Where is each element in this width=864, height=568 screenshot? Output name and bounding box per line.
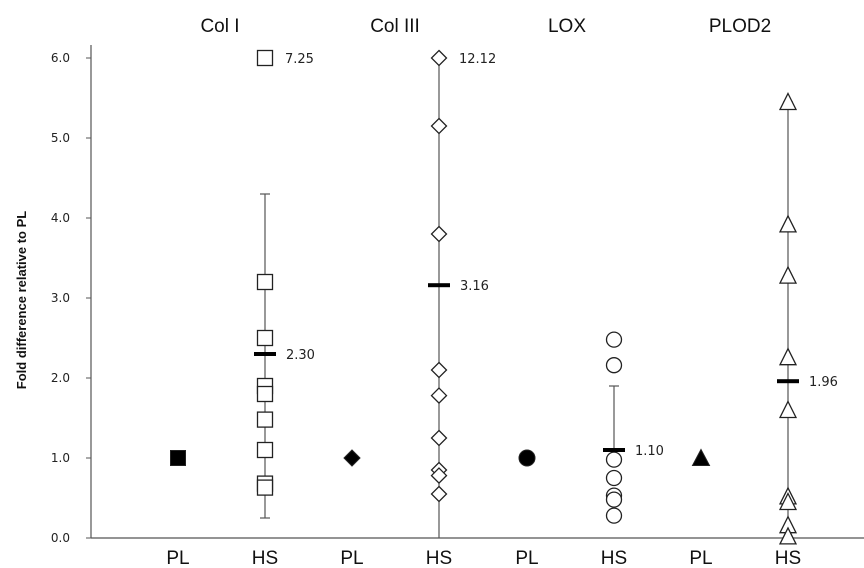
y-tick-label: 6.0 xyxy=(51,51,70,65)
hs-point xyxy=(430,387,448,405)
category-label: HS xyxy=(426,548,452,568)
y-tick-label: 1.0 xyxy=(51,451,70,465)
outlier-label: 7.25 xyxy=(285,52,314,67)
hs-point xyxy=(605,451,623,468)
hs-point xyxy=(256,441,274,459)
group-labels: Col I Col III LOX PLOD2 xyxy=(200,16,771,37)
hs-point xyxy=(430,225,448,243)
category-label: PL xyxy=(166,548,189,568)
pl-point xyxy=(343,449,361,467)
y-tick-label: 2.0 xyxy=(51,371,70,385)
mean-label: 1.10 xyxy=(635,444,664,459)
category-labels: PL HS PL HS PL HS PL HS xyxy=(166,548,801,568)
hs-point xyxy=(430,467,448,485)
hs-point xyxy=(256,329,274,347)
hs-point xyxy=(430,117,448,135)
hs-point xyxy=(430,361,448,379)
hs-point xyxy=(430,49,448,67)
y-ticks: 0.0 1.0 2.0 3.0 4.0 5.0 6.0 xyxy=(51,51,91,545)
plot-area: 2.30 7.25 3.16 12.12 1.10 1.96 xyxy=(170,49,838,545)
y-tick-label: 3.0 xyxy=(51,291,70,305)
mean-marker xyxy=(428,283,450,288)
outlier-label: 12.12 xyxy=(459,52,496,67)
mean-label: 1.96 xyxy=(809,375,838,390)
mean-marker xyxy=(603,448,625,452)
category-label: PL xyxy=(515,548,538,568)
hs-point xyxy=(778,400,798,419)
hs-point xyxy=(256,49,274,67)
y-tick-label: 5.0 xyxy=(51,131,70,145)
hs-point xyxy=(778,265,798,284)
y-tick-label: 0.0 xyxy=(51,531,70,545)
hs-point xyxy=(605,507,623,524)
hs-point xyxy=(256,385,274,403)
pl-point xyxy=(170,450,186,466)
hs-point xyxy=(605,357,623,374)
group-label: PLOD2 xyxy=(709,16,771,37)
hs-point xyxy=(778,526,798,545)
hs-point xyxy=(778,92,798,111)
y-axis-label: Fold difference relative to PL xyxy=(14,211,29,389)
hs-point xyxy=(256,479,274,496)
hs-point xyxy=(605,331,623,348)
mean-marker xyxy=(777,379,799,384)
mean-label: 3.16 xyxy=(460,279,489,294)
category-label: PL xyxy=(340,548,363,568)
hs-point xyxy=(605,469,623,487)
hs-point xyxy=(605,491,623,508)
group-label: Col III xyxy=(370,16,420,37)
mean-label: 2.30 xyxy=(286,348,315,363)
group-label: Col I xyxy=(200,16,239,37)
mean-marker xyxy=(254,352,276,356)
hs-point xyxy=(778,492,798,511)
hs-point xyxy=(778,347,798,366)
category-label: HS xyxy=(601,548,627,568)
pl-point xyxy=(518,449,536,467)
category-label: HS xyxy=(252,548,278,568)
category-label: HS xyxy=(775,548,801,568)
group-label: LOX xyxy=(548,16,586,37)
hs-point xyxy=(256,411,274,428)
hs-point xyxy=(256,273,274,291)
pl-point xyxy=(691,448,711,466)
hs-point xyxy=(778,214,798,233)
y-axis-group: 0.0 1.0 2.0 3.0 4.0 5.0 6.0 Fold difference re… xyxy=(14,45,864,545)
hs-point xyxy=(430,485,448,503)
category-label: PL xyxy=(689,548,712,568)
y-tick-label: 4.0 xyxy=(51,211,70,225)
hs-point xyxy=(430,429,448,447)
